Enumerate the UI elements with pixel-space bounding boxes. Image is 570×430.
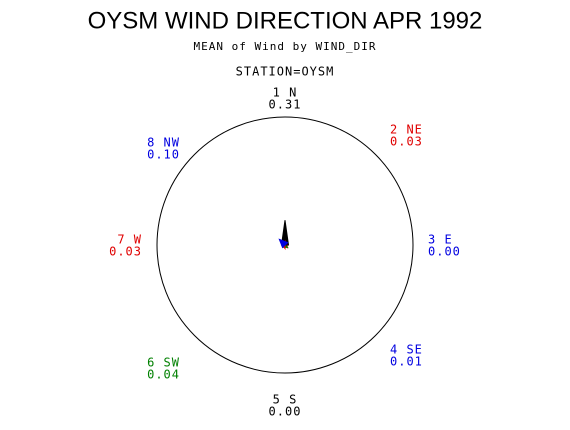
value-label: 0.10: [147, 148, 180, 162]
value-label: 0.00: [428, 245, 461, 259]
direction-label: 6 SW: [147, 356, 180, 370]
chart-title: OYSM WIND DIRECTION APR 1992: [88, 7, 483, 34]
direction-label: 8 NW: [147, 136, 180, 150]
direction-label: 3 E: [428, 233, 453, 247]
value-label: 0.03: [109, 245, 142, 259]
direction-label: 1 N: [273, 86, 298, 100]
direction-label: 4 SE: [390, 343, 423, 357]
wind-spike: [278, 238, 289, 249]
chart-subtitle: MEAN of Wind by WIND_DIR: [194, 40, 377, 53]
value-label: 0.00: [269, 405, 302, 419]
compass-circle: [156, 116, 414, 374]
direction-label: 7 W: [117, 233, 142, 247]
direction-label: 2 NE: [390, 123, 423, 137]
value-label: 0.01: [390, 355, 423, 369]
station-label: STATION=OYSM: [236, 65, 335, 79]
direction-label: 5 S: [273, 393, 298, 407]
value-label: 0.31: [269, 98, 302, 112]
value-label: 0.04: [147, 368, 180, 382]
value-label: 0.03: [390, 135, 423, 149]
